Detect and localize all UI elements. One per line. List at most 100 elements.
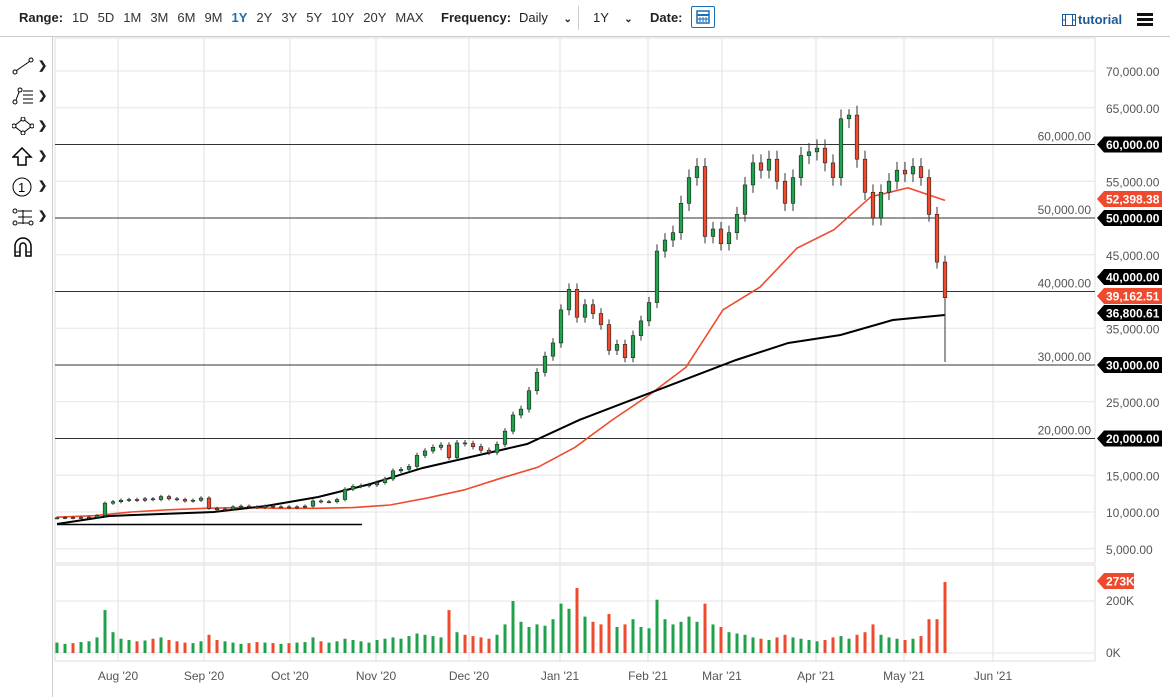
volume-bar [695,621,699,653]
volume-bar [647,628,651,653]
candle [614,344,620,351]
candle [806,151,812,156]
tutorial-link[interactable]: tutorial [1062,12,1122,27]
range-5y[interactable]: 5Y [306,10,323,25]
candle [774,158,780,182]
volume-bar [831,637,835,653]
shape-tool-button[interactable]: ❯ [10,116,48,139]
candle [886,180,892,193]
y-tick-label: 15,000.00 [1106,469,1160,483]
line-tool-button[interactable]: ❯ [10,57,48,79]
candle [326,501,332,504]
ma50-label: 52,398.38 [1097,191,1162,207]
volume-bar [111,632,115,653]
number-one-icon: 1 [12,177,34,201]
candle [542,355,548,373]
volume-bar [263,642,267,653]
candle [486,449,492,453]
candle [342,488,348,500]
volume-bar [151,638,155,653]
candle [534,372,540,392]
level-label: 30,000.00 [1097,357,1162,373]
fib-tool-button[interactable]: ❯ [10,87,48,109]
candle [126,499,132,501]
volume-bar [175,641,179,653]
volume-bar [527,627,531,653]
range-5d[interactable]: 5D [97,10,115,25]
candle [494,444,500,453]
last-volume-label: 273K [1097,573,1135,589]
drawing-toolbar: ❯ ❯ ❯ ❯ 1 ❯ ❯ [0,37,53,697]
volume-bar [839,636,843,653]
volume-bar [223,641,227,653]
volume-bar [871,624,875,653]
volume-bar [343,638,347,653]
magnet-button[interactable] [10,237,48,259]
volume-bar [583,616,587,653]
candle [790,177,796,204]
volume-bar [455,632,459,653]
candle [798,155,804,178]
range-max[interactable]: MAX [395,10,424,25]
range-3m[interactable]: 3M [150,10,169,25]
candle [878,191,884,219]
candle [182,499,188,502]
range-label: Range: [19,10,64,25]
volume-bar [327,642,331,653]
range-20y[interactable]: 20Y [363,10,387,25]
frequency-select[interactable]: Daily ⌄ [519,10,572,25]
range-1m[interactable]: 1M [123,10,142,25]
candle [654,250,660,303]
calendar-button[interactable] [691,6,715,28]
film-icon [1062,13,1076,26]
candle [142,498,148,501]
measure-tool-button[interactable]: ❯ [10,207,48,229]
volume-bar [927,619,931,653]
number-tool-button[interactable]: 1 ❯ [10,177,48,199]
volume-bar [815,641,819,653]
volume-bar [79,642,83,653]
candle [438,444,444,448]
arrow-tool-button[interactable]: ❯ [10,146,48,169]
x-tick-label: Aug '20 [98,669,139,683]
candle [902,169,908,175]
candle [454,442,460,458]
volume-bar [239,643,243,653]
volume-bar [247,643,251,653]
range-9m[interactable]: 9M [204,10,223,25]
hamburger-menu-icon[interactable] [1137,13,1153,28]
volume-bar [447,610,451,653]
volume-bar [127,640,131,653]
candle [238,505,244,508]
frequency-value: Daily [519,10,548,25]
volume-bar [87,641,91,653]
volume-bar [503,624,507,653]
volume-bar [231,642,235,653]
candle [86,516,92,519]
volume-bar [567,608,571,653]
level-label-text: 60,000.00 [1106,138,1160,152]
candle [318,500,324,503]
candle [166,496,172,500]
candle [550,342,556,357]
volume-bar [655,599,659,653]
volume-bar [879,634,883,653]
range-2y[interactable]: 2Y [256,10,273,25]
range-1d[interactable]: 1D [72,10,89,25]
candle [822,147,828,164]
range-10y[interactable]: 10Y [331,10,355,25]
volume-bar [903,640,907,653]
candle [54,517,60,520]
volume-bar [823,640,827,653]
range-1y[interactable]: 1Y [231,10,248,25]
candle [830,162,836,178]
range-3y[interactable]: 3Y [281,10,298,25]
range-6m[interactable]: 6M [177,10,196,25]
candle [862,158,868,193]
period-select[interactable]: 1Y ⌄ [593,10,633,25]
chevron-right-icon: ❯ [38,210,48,222]
volume-bar [375,640,379,653]
candle [334,499,340,503]
chevron-right-icon: ❯ [38,60,48,72]
